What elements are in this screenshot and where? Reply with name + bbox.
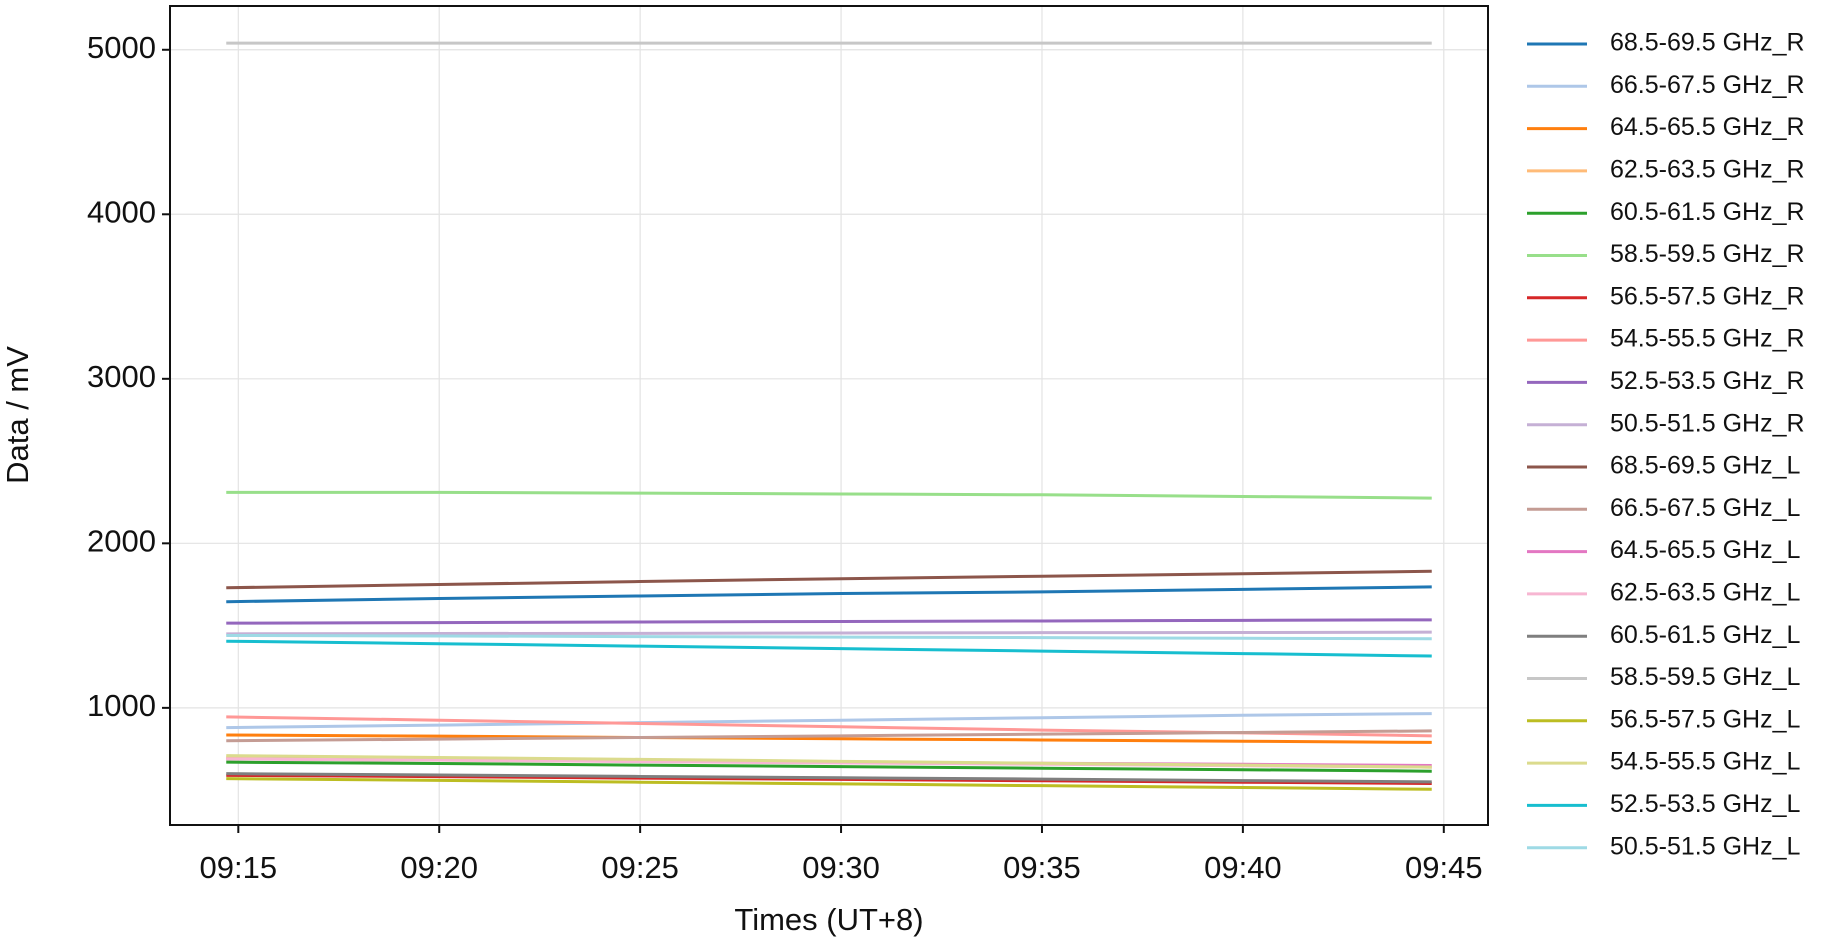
legend-label: 68.5-69.5 GHz_R [1610, 29, 1805, 57]
legend-label: 62.5-63.5 GHz_R [1610, 156, 1805, 184]
x-tick-label: 09:30 [802, 850, 880, 885]
series-line [226, 777, 1432, 791]
legend-label: 66.5-67.5 GHz_L [1610, 494, 1800, 522]
y-tick-label: 3000 [87, 359, 156, 394]
x-tick-label: 09:25 [601, 850, 679, 885]
y-axis-label: Data / mV [0, 346, 35, 484]
x-tick-label: 09:35 [1003, 850, 1081, 885]
legend-label: 50.5-51.5 GHz_R [1610, 409, 1805, 437]
series-line [226, 772, 1432, 784]
y-tick-label: 1000 [87, 688, 156, 723]
legend-label: 64.5-65.5 GHz_R [1610, 113, 1805, 141]
legend-label: 68.5-69.5 GHz_L [1610, 452, 1800, 480]
x-tick-label: 09:15 [200, 850, 278, 885]
legend-label: 58.5-59.5 GHz_R [1610, 240, 1805, 268]
legend-label: 62.5-63.5 GHz_L [1610, 579, 1800, 607]
series-line [226, 760, 1432, 773]
legend-label: 50.5-51.5 GHz_L [1610, 832, 1800, 860]
plot-frame [169, 5, 1489, 826]
series-line [226, 585, 1432, 604]
series-line [226, 618, 1432, 625]
y-tick-label: 4000 [87, 194, 156, 229]
series-line [226, 630, 1432, 636]
series-line [226, 569, 1432, 590]
x-tick-label: 09:40 [1204, 850, 1282, 885]
legend-label: 64.5-65.5 GHz_L [1610, 536, 1800, 564]
legend-label: 66.5-67.5 GHz_R [1610, 71, 1805, 99]
legend-label: 52.5-53.5 GHz_R [1610, 367, 1805, 395]
y-tick-label: 2000 [87, 524, 156, 559]
x-axis-label: Times (UT+8) [734, 902, 923, 937]
series-line [226, 733, 1432, 744]
legend-label: 56.5-57.5 GHz_L [1610, 705, 1800, 733]
series-line [226, 639, 1432, 658]
x-tick-label: 09:20 [400, 850, 478, 885]
series-line [226, 490, 1432, 500]
legend-label: 54.5-55.5 GHz_R [1610, 325, 1805, 353]
legend-label: 60.5-61.5 GHz_L [1610, 621, 1800, 649]
legend-label: 56.5-57.5 GHz_R [1610, 282, 1805, 310]
legend-label: 52.5-53.5 GHz_L [1610, 790, 1800, 818]
legend-label: 54.5-55.5 GHz_L [1610, 748, 1800, 776]
series-line [226, 633, 1432, 641]
series-line [226, 754, 1432, 769]
x-tick-label: 09:45 [1405, 850, 1483, 885]
series-line [226, 712, 1432, 730]
legend-label: 60.5-61.5 GHz_R [1610, 198, 1805, 226]
series-line [226, 773, 1432, 786]
y-tick-label: 5000 [87, 30, 156, 65]
series-line [226, 729, 1432, 743]
legend-label: 58.5-59.5 GHz_L [1610, 663, 1800, 691]
